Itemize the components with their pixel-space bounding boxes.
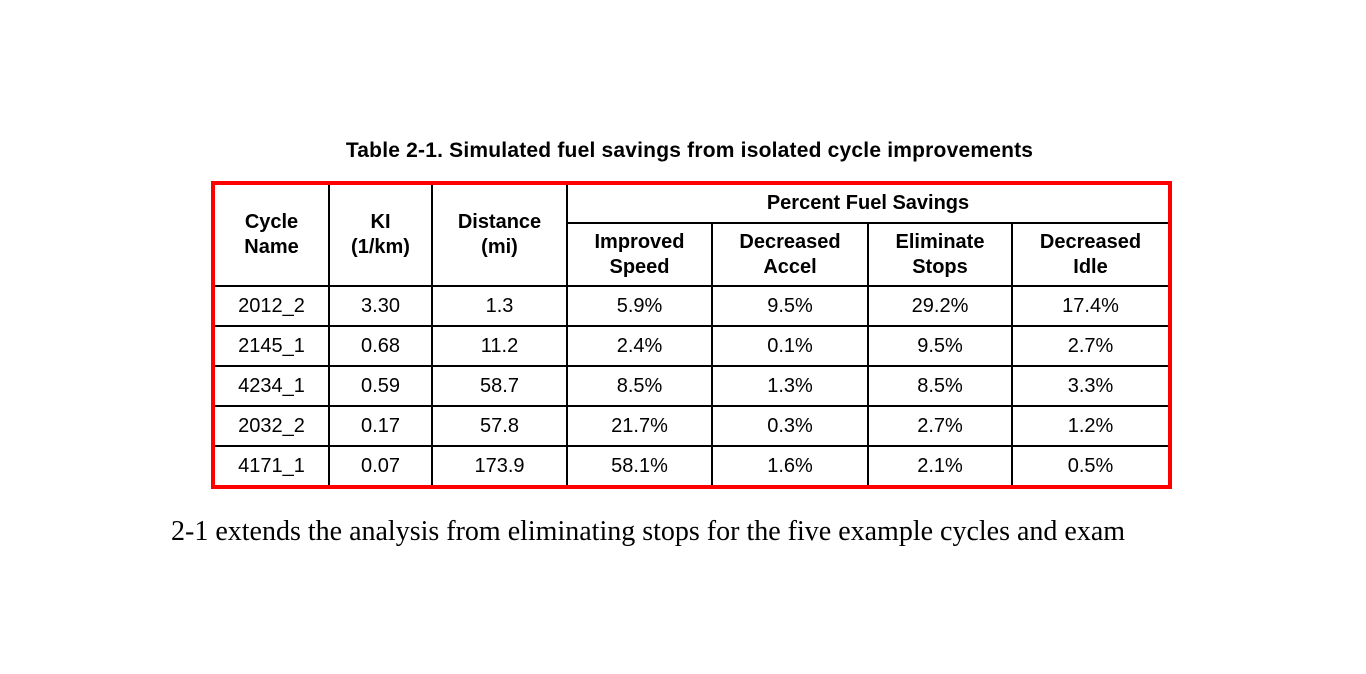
cell-distance: 173.9 — [431, 445, 568, 488]
cell-cycle-name: 4171_1 — [212, 445, 330, 488]
cell-eliminate-stops: 29.2% — [867, 285, 1013, 327]
table-row: 2145_1 0.68 11.2 2.4% 0.1% 9.5% 2.7% — [212, 325, 1171, 367]
cell-decreased-idle: 3.3% — [1011, 365, 1171, 407]
cell-distance: 11.2 — [431, 325, 568, 367]
cell-eliminate-stops: 9.5% — [867, 325, 1013, 367]
cell-improved-speed: 58.1% — [566, 445, 713, 488]
cell-decreased-idle: 17.4% — [1011, 285, 1171, 327]
table-row: 2012_2 3.30 1.3 5.9% 9.5% 29.2% 17.4% — [212, 285, 1171, 327]
cell-ki: 3.30 — [328, 285, 433, 327]
col-header-improved-speed: Improved Speed — [566, 222, 713, 287]
col-header-distance: Distance (mi) — [431, 182, 568, 287]
col-header-decreased-accel: Decreased Accel — [711, 222, 869, 287]
cell-cycle-name: 2145_1 — [212, 325, 330, 367]
cell-eliminate-stops: 2.7% — [867, 405, 1013, 447]
fuel-savings-table: Cycle Name KI (1/km) Distance (mi) Perce… — [211, 181, 1172, 489]
table-row: 4171_1 0.07 173.9 58.1% 1.6% 2.1% 0.5% — [212, 445, 1171, 488]
cell-ki: 0.07 — [328, 445, 433, 488]
table-row: 4234_1 0.59 58.7 8.5% 1.3% 8.5% 3.3% — [212, 365, 1171, 407]
cell-decreased-accel: 1.3% — [711, 365, 869, 407]
cell-decreased-idle: 1.2% — [1011, 405, 1171, 447]
body-text: 2-1 extends the analysis from eliminatin… — [171, 516, 1126, 547]
cell-decreased-accel: 1.6% — [711, 445, 869, 488]
cell-eliminate-stops: 8.5% — [867, 365, 1013, 407]
cell-distance: 58.7 — [431, 365, 568, 407]
cell-eliminate-stops: 2.1% — [867, 445, 1013, 488]
cell-decreased-idle: 2.7% — [1011, 325, 1171, 367]
cell-cycle-name: 2012_2 — [212, 285, 330, 327]
cell-improved-speed: 8.5% — [566, 365, 713, 407]
col-header-cycle-name: Cycle Name — [212, 182, 330, 287]
cell-improved-speed: 21.7% — [566, 405, 713, 447]
col-header-ki: KI (1/km) — [328, 182, 433, 287]
cell-cycle-name: 4234_1 — [212, 365, 330, 407]
cell-distance: 57.8 — [431, 405, 568, 447]
table-title: Table 2-1. Simulated fuel savings from i… — [345, 139, 1034, 162]
cell-ki: 0.68 — [328, 325, 433, 367]
cell-decreased-accel: 0.3% — [711, 405, 869, 447]
cell-distance: 1.3 — [431, 285, 568, 327]
table-row: 2032_2 0.17 57.8 21.7% 0.3% 2.7% 1.2% — [212, 405, 1171, 447]
group-header-percent-fuel-savings: Percent Fuel Savings — [566, 182, 1171, 224]
header-row-sub: Improved Speed Decreased Accel Eliminate… — [213, 222, 1171, 287]
cell-ki: 0.59 — [328, 365, 433, 407]
col-header-decreased-idle: Decreased Idle — [1011, 222, 1171, 287]
cell-improved-speed: 2.4% — [566, 325, 713, 367]
header-row-group: Cycle Name KI (1/km) Distance (mi) Perce… — [212, 182, 1171, 287]
cell-cycle-name: 2032_2 — [212, 405, 330, 447]
cell-decreased-accel: 0.1% — [711, 325, 869, 367]
cell-decreased-idle: 0.5% — [1011, 445, 1171, 488]
cell-decreased-accel: 9.5% — [711, 285, 869, 327]
cell-improved-speed: 5.9% — [566, 285, 713, 327]
col-header-eliminate-stops: Eliminate Stops — [867, 222, 1013, 287]
cell-ki: 0.17 — [328, 405, 433, 447]
